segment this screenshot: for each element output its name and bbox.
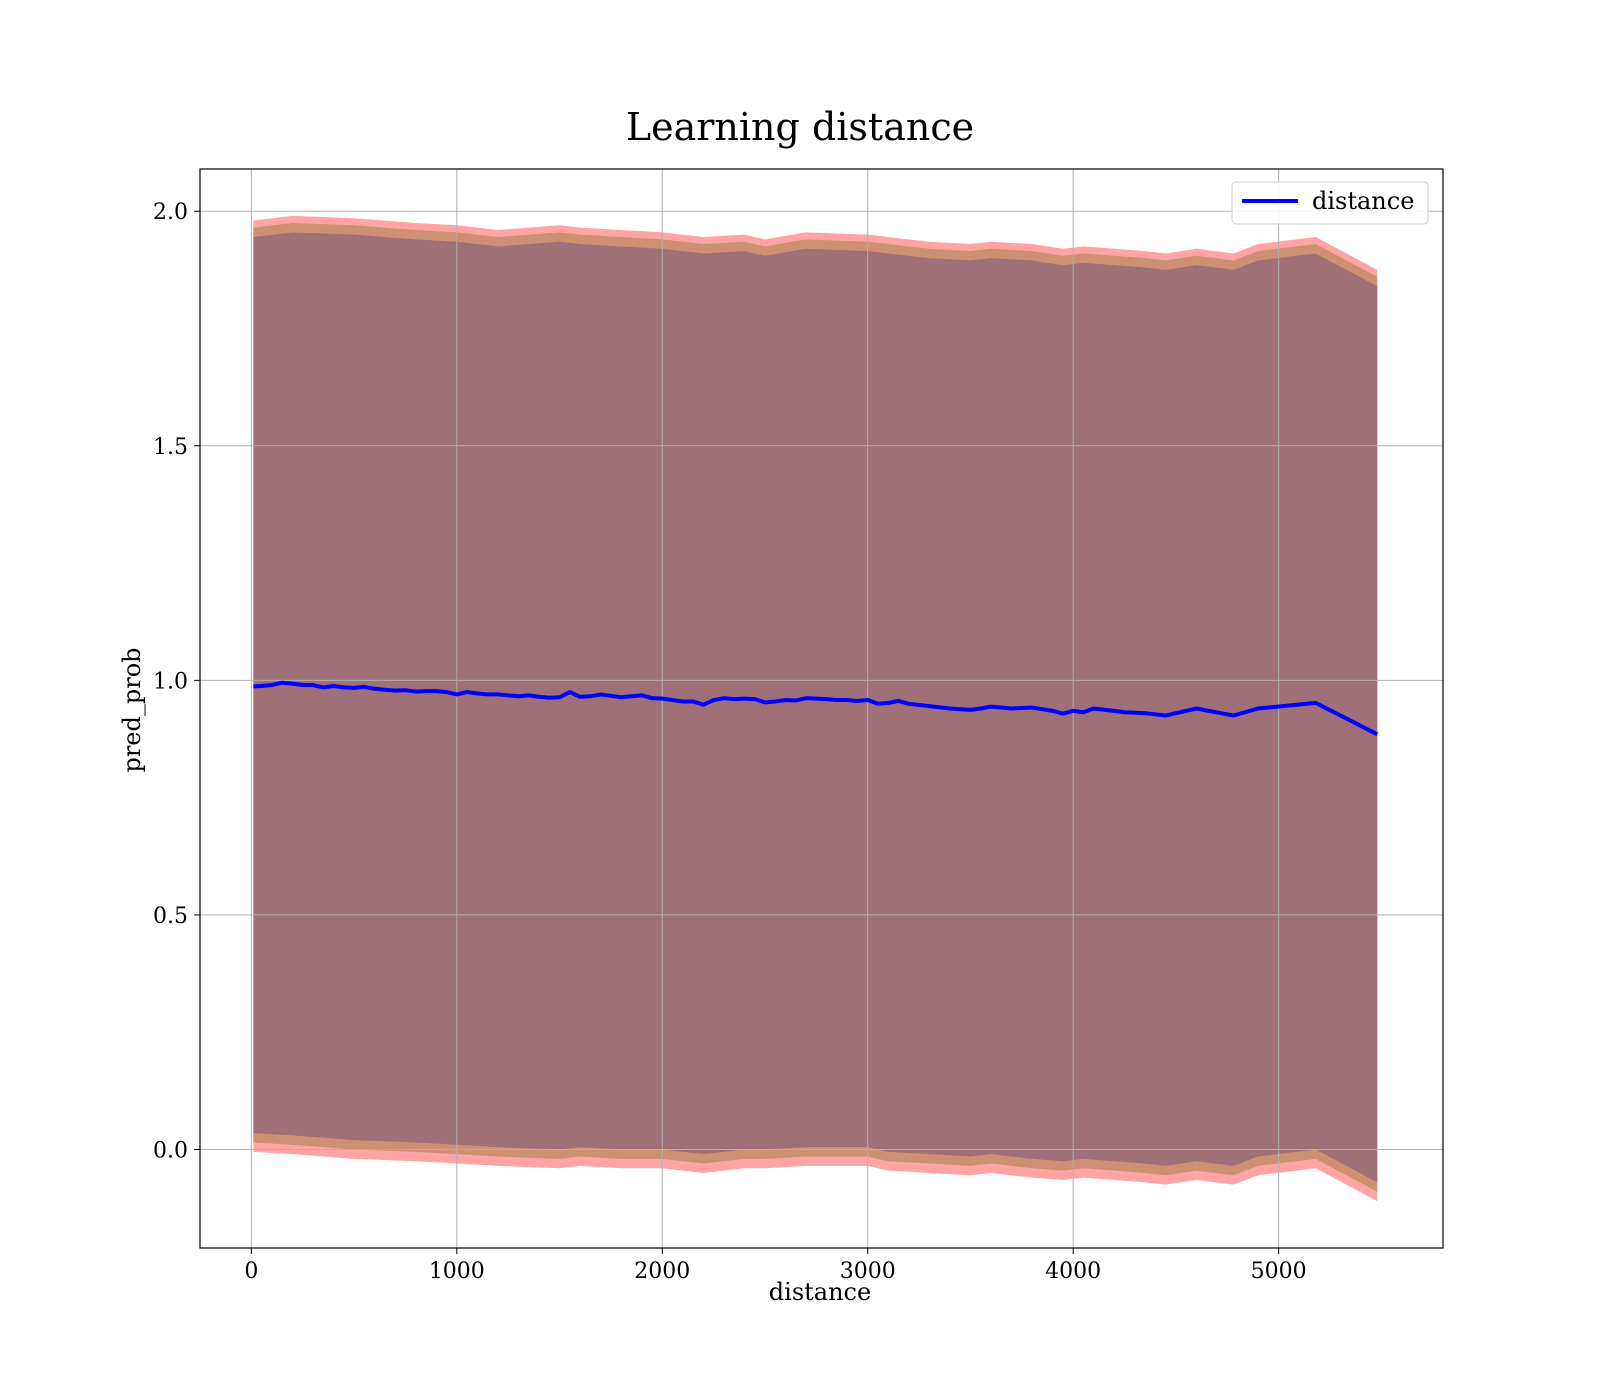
y-tick-label: 0.0 [153, 1138, 188, 1163]
legend-label-distance: distance [1312, 187, 1414, 215]
grid-layer [200, 169, 1443, 1248]
y-tick-label: 2.0 [153, 200, 188, 225]
bands-layer [253, 215, 1378, 1202]
x-tick-label: 1000 [429, 1259, 485, 1284]
y-axis-label: pred_prob [118, 647, 146, 772]
x-tick-label: 3000 [840, 1259, 896, 1284]
y-tick-label: 1.5 [153, 435, 188, 460]
legend: distance [1231, 181, 1429, 225]
x-tick-label: 4000 [1045, 1259, 1101, 1284]
legend-box [1231, 181, 1429, 225]
ticks-layer: 0 1000 2000 3000 4000 5000 0.0 0.5 1.0 1.5 2.0 [153, 200, 1307, 1284]
line-layer [253, 680, 1379, 737]
plot-frame [199, 168, 1444, 1249]
x-axis-label: distance [769, 1278, 871, 1306]
y-tick-label: 0.5 [153, 904, 188, 929]
series-line-distance [253, 680, 1379, 737]
x-tick-label: 2000 [634, 1259, 690, 1284]
band-inner [253, 232, 1378, 1183]
x-tick-label: 5000 [1251, 1259, 1307, 1284]
y-tick-label: 1.0 [153, 669, 188, 694]
x-tick-label: 0 [244, 1259, 258, 1284]
chart-title: Learning distance [626, 105, 974, 149]
